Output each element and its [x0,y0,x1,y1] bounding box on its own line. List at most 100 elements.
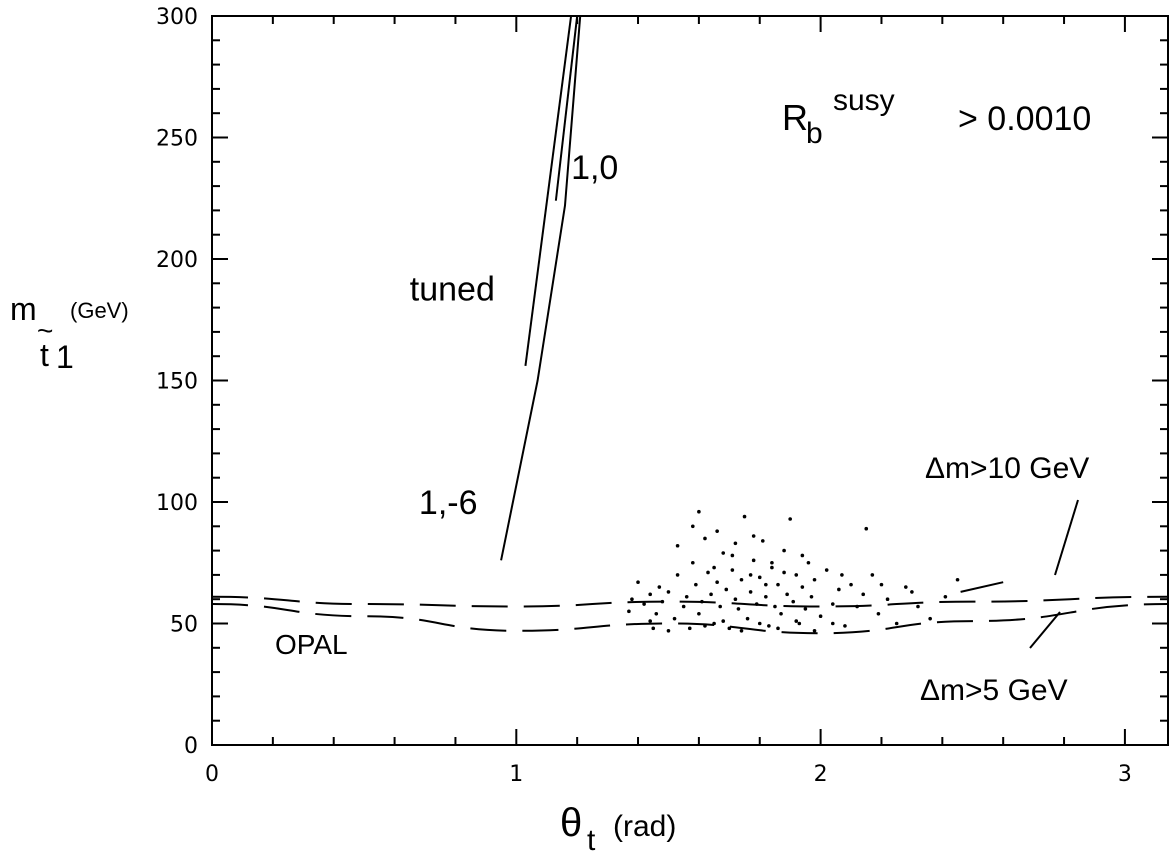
scatter-point [712,565,716,570]
scatter-point [687,626,692,631]
axis-ticks [211,15,1168,746]
scatter-point [733,597,738,601]
scatter-point [843,624,847,628]
scatter-point [776,582,780,587]
solid-curve-5 [960,581,1004,593]
scatter-point [800,553,805,558]
scatter-point [916,604,920,609]
rb-sub: b [806,117,823,150]
scatter-point [660,599,665,604]
scatter-point [812,577,817,582]
scatter-point [773,604,777,609]
scatter-point [745,616,750,621]
dm10-pointer [1054,499,1079,576]
xlabel-main: θ [560,801,582,845]
scatter-point [782,570,786,575]
scatter-point [818,614,823,619]
xlabel-sub: t [587,824,596,856]
scatter-point [849,582,853,587]
scatter-point [642,602,646,606]
y-tick-label: 200 [156,248,198,273]
scatter-point [748,573,753,577]
scatter-point [657,585,662,589]
scatter-point [630,597,634,601]
scatter-point [830,621,835,626]
scatter-point [736,607,741,611]
scatter-point [754,602,759,606]
scatter-point [770,565,774,570]
scatter-point [681,604,686,609]
scatter-point [876,611,881,616]
scatter-point [794,573,799,577]
scatter-point [739,628,744,633]
solid-curve-1 [524,16,573,367]
scatter-point [697,611,701,616]
scatter-point [904,585,908,589]
x-tick-label: 1 [509,762,523,787]
scatter-point [894,621,899,626]
scatter-point [739,577,744,582]
scatter-point [879,582,884,587]
scatter-point [648,619,652,623]
solid-curve-0 [500,16,582,561]
x-tick-label: 0 [205,762,219,787]
rb-condition: > 0.0010 [958,100,1091,138]
x-axis-label: θ t (rad) [560,801,676,856]
annotation-1-minus-6: 1,-6 [419,484,478,522]
scatter-point [727,626,732,631]
scatter-point [788,517,792,521]
scatter-point [748,590,753,594]
ylabel-tilde: ~ [37,315,53,346]
scatter-point [751,558,756,563]
scatter-point [840,573,844,577]
scatter-point [742,514,747,519]
scatter-point [757,575,762,580]
scatter-point [690,524,695,529]
scatter-point [697,509,701,514]
scatter-point [776,626,780,631]
rb-main: R [782,97,808,138]
dm10-label: Δm>10 GeV [925,452,1089,485]
ylabel-main: m [10,291,37,327]
x-tick-label: 2 [814,762,828,787]
y-axis-label: m ~ t 1 (GeV) [10,291,129,375]
scatter-point [703,536,707,541]
scatter-point [733,541,738,546]
scatter-point [721,619,726,623]
scatter-point [684,594,689,599]
y-tick-label: 100 [156,491,198,516]
scatter-point [627,609,631,614]
scatter-point [636,580,640,584]
scatter-point [943,594,948,599]
scatter-point [706,570,710,575]
rb-sup: susy [833,84,895,117]
scatter-point [675,573,680,577]
scatter-point [885,597,890,601]
scatter-point [654,611,659,616]
scatter-point [666,590,671,594]
scatter-point [809,594,814,599]
annotation-1-0: 1,0 [571,149,618,187]
scatter-point [779,611,783,616]
scatter-point [910,590,914,594]
scatter-point [672,616,677,621]
scatter-point [955,577,960,582]
scatter-point [812,628,817,633]
opal-label: OPAL [275,629,348,660]
solid-curve-2 [554,16,579,201]
scatter-point [791,599,796,604]
scatter-point [648,592,652,597]
dashed-curve-3 [212,595,1168,608]
scatter-point [782,548,786,553]
rb-label: R b susy > 0.0010 [782,84,1091,150]
scatter-point [767,624,771,628]
scatter-point [703,624,707,628]
annotation-tuned: tuned [410,270,495,308]
scatter-point [757,621,762,626]
scatter-point [700,599,704,604]
ylabel-sub: t [40,337,49,373]
dm5-label: Δm>5 GeV [920,674,1068,707]
scatter-point [651,626,656,631]
scatter-point [770,560,774,565]
y-tick-label: 150 [156,370,198,395]
